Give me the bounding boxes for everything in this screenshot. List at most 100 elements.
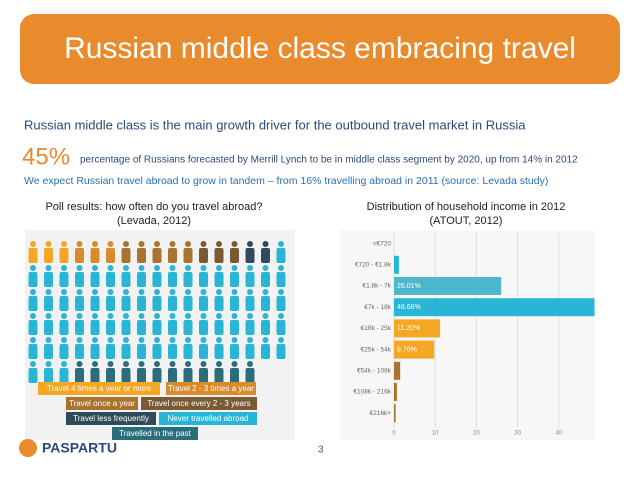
figure-body [28,248,38,263]
x-tick-label: 10 [432,431,439,437]
figure-body [75,296,84,311]
figure-body [106,272,115,287]
legend-swatch [38,382,160,395]
figure-group [28,241,286,383]
figure-body [106,320,115,335]
figure-head [262,313,269,319]
chart-title: Distribution of household income in 2012 [367,201,566,213]
bar [394,383,397,401]
lead-text: Russian middle class is the main growth … [24,117,526,132]
figure-head [30,241,36,247]
figure-body [261,248,270,263]
stat: 45% [22,143,70,170]
logo: PASPARTU [42,440,117,456]
figure-body [214,368,224,383]
legend-swatch [141,397,257,410]
x-tick-label: 40 [555,431,562,437]
figure-body [214,296,224,311]
figure-head [185,361,191,367]
figure-body [183,368,193,383]
figure-head [154,313,160,319]
figure-body [121,296,131,311]
figure-body [59,368,69,383]
figure-body [245,368,255,383]
figure-body [121,272,131,287]
figure-head [231,313,238,319]
legend-swatch [66,397,138,410]
figure-body [137,272,146,287]
x-tick-label: 0 [392,431,396,437]
figure-body [121,320,131,335]
figure-head [30,361,36,367]
figure-head [231,337,238,343]
figure-head [185,289,191,295]
figure-head [231,241,238,247]
figure-head [138,337,145,343]
value-label: 9.76% [397,346,417,353]
figure-body [44,272,53,287]
figure-head [92,241,98,247]
chart-subtitle: (Levada, 2012) [117,215,191,227]
figure-group [199,241,239,263]
figure-head [92,361,98,367]
legend-label: Travel once every 2 - 3 years [147,399,250,408]
figure-body [75,248,84,263]
figure-head [216,337,222,343]
figure-body [106,368,115,383]
figure-body [44,248,53,263]
figure-body [199,272,208,287]
figure-body [137,248,146,263]
bar [394,404,396,423]
figure-body [199,344,208,359]
legend-swatch [166,382,256,395]
figure-head [30,313,36,319]
figure-head [123,265,129,271]
figure-body [168,248,177,263]
figure-body [106,296,115,311]
figure-body [90,272,100,287]
figure-head [200,313,207,319]
figure-head [247,265,253,271]
figure-head [185,241,191,247]
figure-body [137,320,146,335]
figure-head [61,337,67,343]
figure-body [183,272,193,287]
figure-body [152,320,162,335]
figure-body [183,320,193,335]
figure-body [152,344,162,359]
figure-head [216,265,222,271]
figure-body [245,272,255,287]
figure-head [76,313,83,319]
bar [394,319,441,338]
y-tick-label: €54k - 108k [357,368,392,375]
figure-body [183,344,193,359]
figure-body [75,272,84,287]
y-tick-label: €25k - 54k [361,346,392,353]
figure-body [152,368,162,383]
figure-body [183,296,193,311]
figure-body [168,344,177,359]
figure-body [199,248,208,263]
figure-head [169,313,176,319]
figure-head [123,289,129,295]
figure-head [45,241,52,247]
figure-body [75,344,84,359]
figure-body [276,296,286,311]
figure-body [90,320,100,335]
figure-body [168,296,177,311]
figure-body [214,344,224,359]
figure-body [137,368,146,383]
value-label: 48.66% [397,304,421,311]
figure-body [261,296,270,311]
figure-body [168,272,177,287]
figure-head [107,289,114,295]
figure-head [92,313,98,319]
figure-head [76,241,83,247]
figure-head [216,289,222,295]
y-tick-label: €216k+ [369,410,391,417]
figure-head [76,289,83,295]
figure-body [168,368,177,383]
figure-head [169,337,176,343]
figure-group [245,241,270,263]
figure-body [245,344,255,359]
